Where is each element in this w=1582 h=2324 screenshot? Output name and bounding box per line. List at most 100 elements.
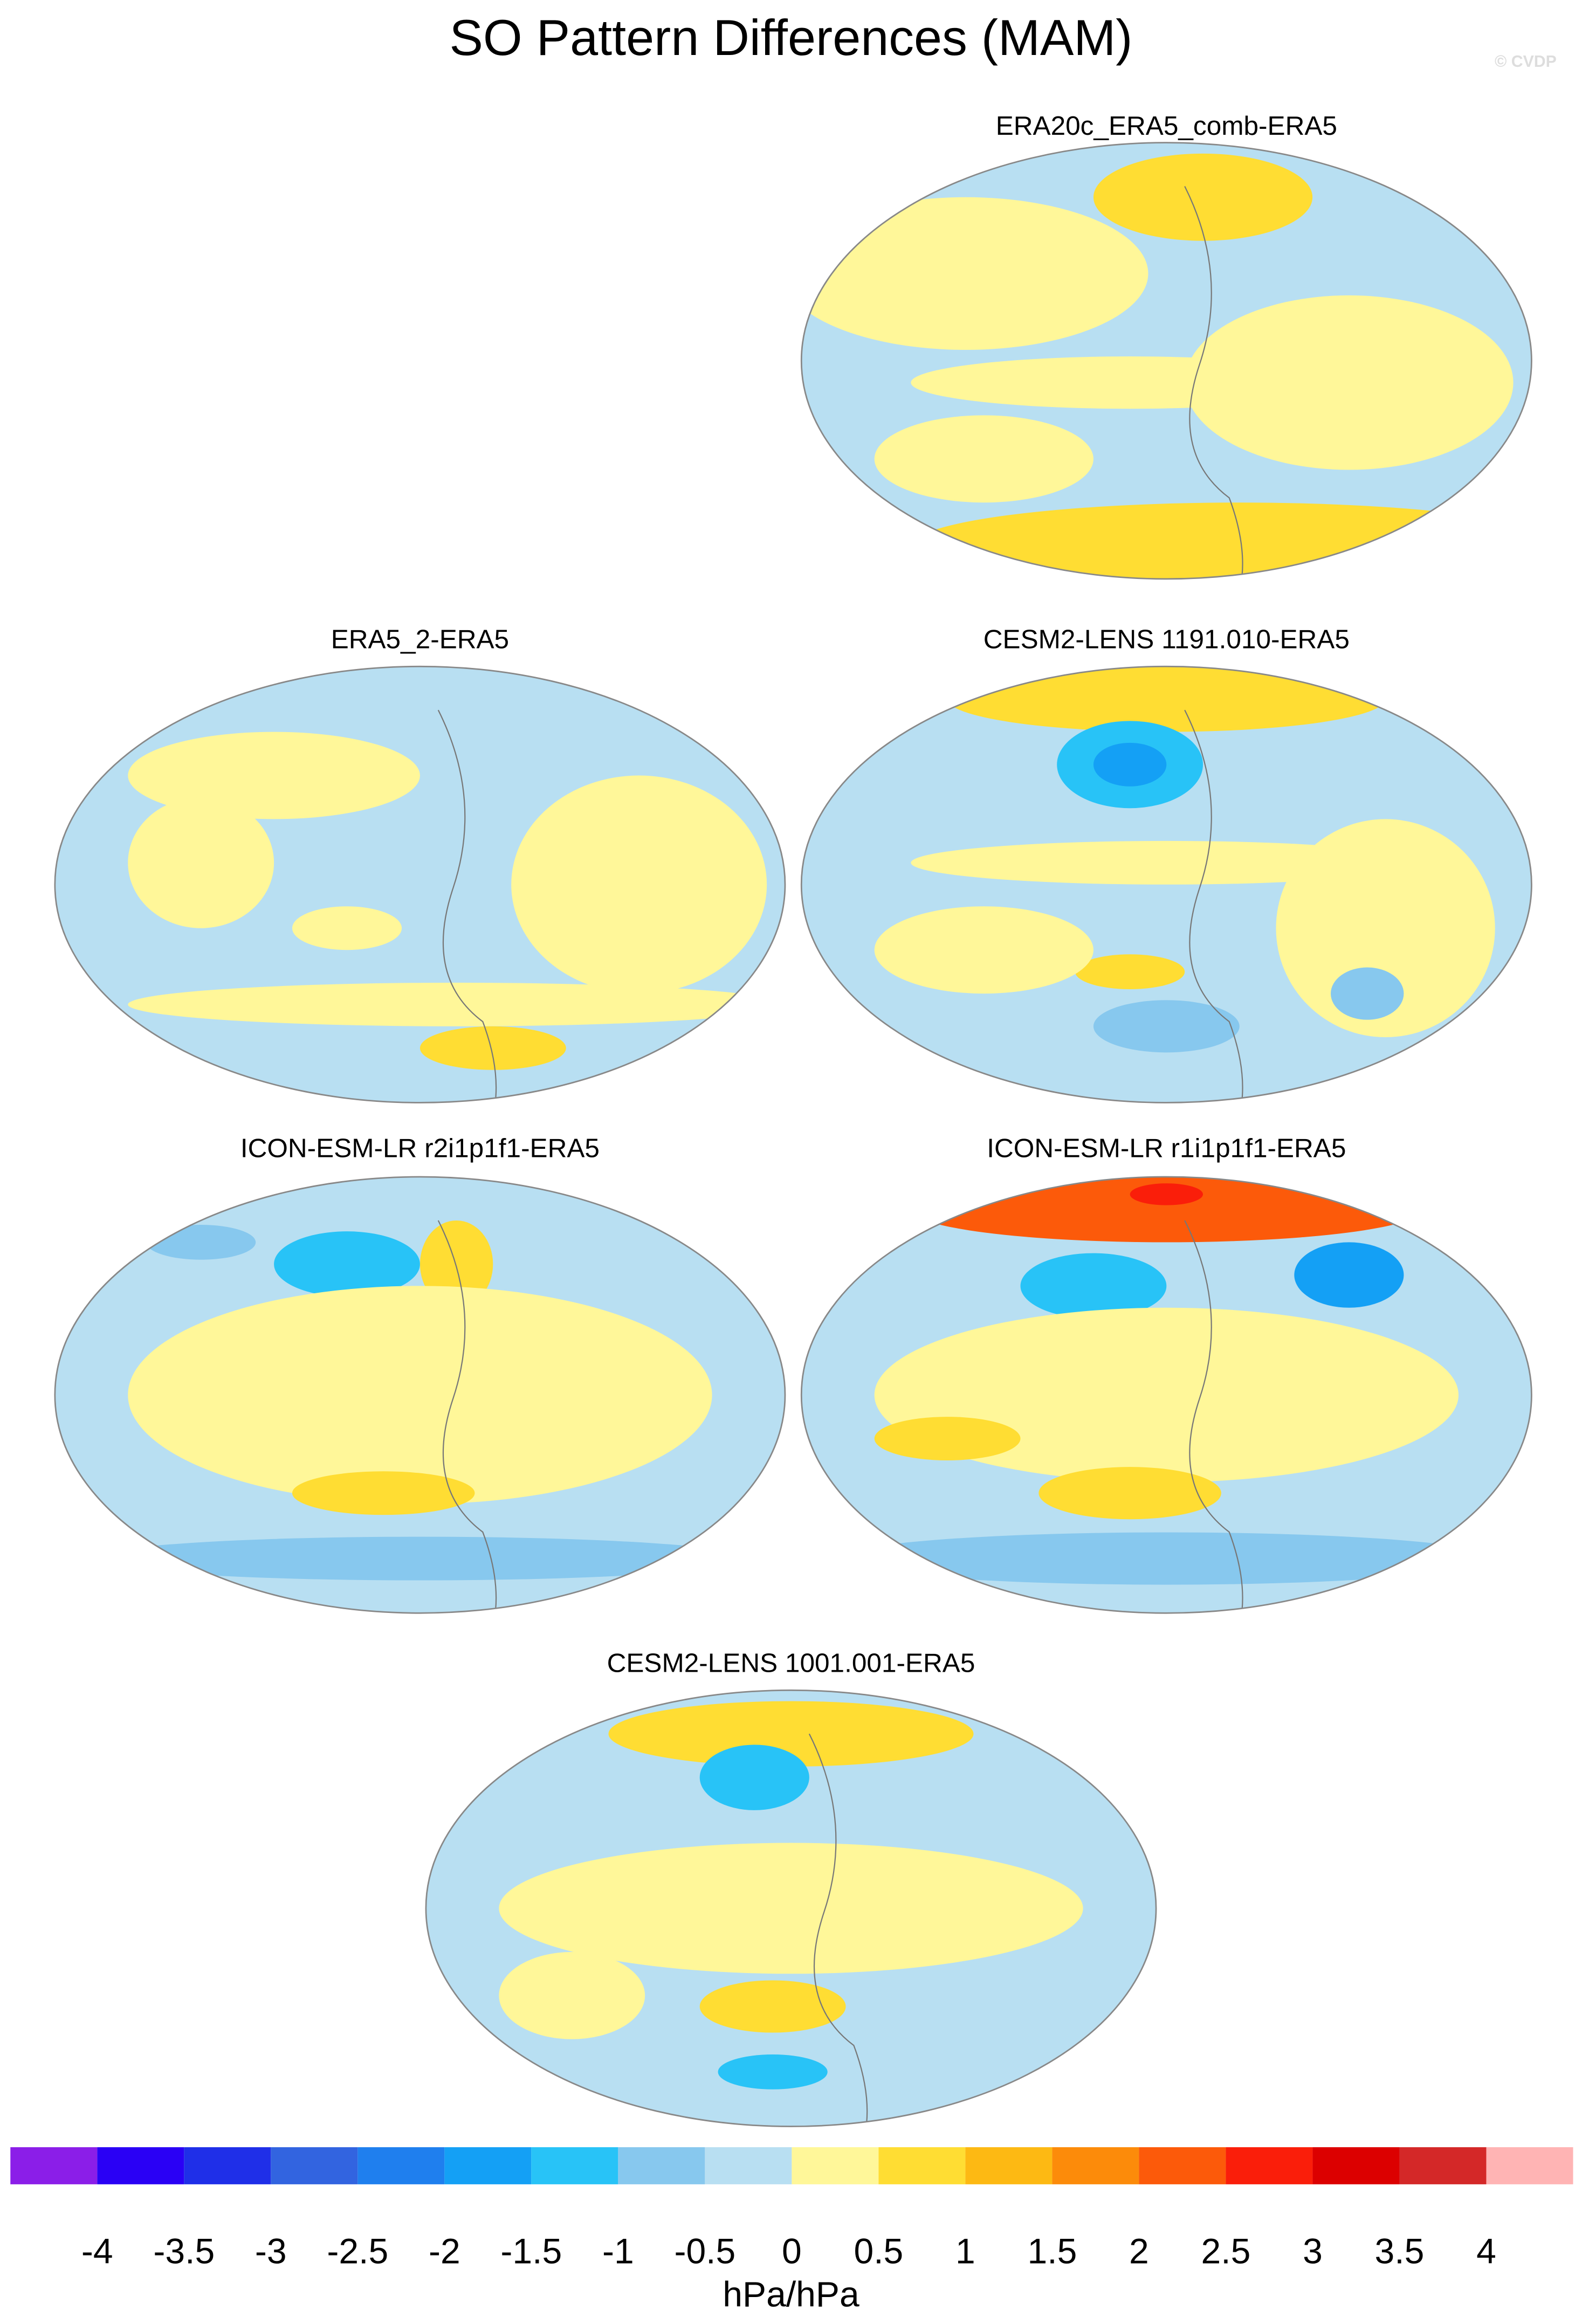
colorbar-box <box>792 2147 879 2184</box>
colorbar-box <box>1052 2147 1139 2184</box>
map-blob <box>1038 1467 1221 1520</box>
map <box>54 665 786 1104</box>
map-border <box>54 665 786 1104</box>
map-border <box>800 1176 1532 1614</box>
colorbar-tick-label: -2 <box>429 2231 460 2271</box>
colorbar-box <box>1139 2147 1226 2184</box>
coastline <box>1184 709 1243 1103</box>
map-blob <box>947 666 1386 732</box>
map-field <box>54 666 785 1103</box>
map-blob <box>1294 1242 1404 1308</box>
colorbar-tick-label: -0.5 <box>674 2231 735 2271</box>
colorbar-tick-label: 3.5 <box>1375 2231 1425 2271</box>
colorbar-box <box>1486 2147 1573 2184</box>
colorbar-box <box>1226 2147 1313 2184</box>
figure-title: SO Pattern Differences (MAM) <box>450 9 1133 66</box>
colorbar-box <box>1312 2147 1400 2184</box>
colorbar-box <box>705 2147 792 2184</box>
colorbar-box <box>184 2147 271 2184</box>
panel-title: CESM2-LENS 1191.010-ERA5 <box>983 625 1350 654</box>
map-border <box>425 1689 1157 2127</box>
colorbar-tick-label: -4 <box>81 2231 113 2271</box>
colorbar-tick-label: -3.5 <box>153 2231 215 2271</box>
map-blob <box>1276 819 1495 1038</box>
colorbar-box <box>531 2147 618 2184</box>
colorbar-tick-label: 2.5 <box>1201 2231 1251 2271</box>
colorbar-tick-label: 0.5 <box>854 2231 903 2271</box>
colorbar-box <box>271 2147 358 2184</box>
map-blob <box>911 356 1349 409</box>
coastline <box>1184 1220 1243 1613</box>
coastline <box>437 709 497 1103</box>
map-blob <box>699 1980 846 2033</box>
map-blob <box>292 906 402 950</box>
map-border <box>800 665 1532 1104</box>
map-blob <box>419 1026 566 1070</box>
map-blob <box>292 1471 475 1515</box>
coastline <box>1184 186 1243 579</box>
colorbar-box <box>444 2147 532 2184</box>
map-blob <box>837 1532 1495 1585</box>
map-field <box>54 1177 785 1613</box>
colorbar-tick-label: 3 <box>1303 2231 1323 2271</box>
map-blob <box>146 1225 256 1260</box>
colorbar-tick-label: -2.5 <box>327 2231 388 2271</box>
map-blob <box>128 797 274 928</box>
colorbar-tick-label: 1 <box>955 2231 975 2271</box>
map-blob <box>419 1220 493 1308</box>
map-blob <box>499 1843 1083 1974</box>
colorbar-tick-label: 0 <box>782 2231 802 2271</box>
map-blob <box>699 1744 809 1810</box>
colorbar-box <box>10 2147 98 2184</box>
map-blob <box>128 982 785 1026</box>
map-field <box>425 1690 1157 2127</box>
colorbar-box <box>1399 2147 1487 2184</box>
panel-title: ICON-ESM-LR r1i1p1f1-ERA5 <box>987 1134 1346 1163</box>
colorbar-tick-label: -1 <box>602 2231 634 2271</box>
map-field <box>801 666 1532 1103</box>
map-blob <box>608 1701 974 1767</box>
map-blob <box>91 1536 749 1581</box>
coastline <box>808 1733 868 2127</box>
colorbar-box <box>357 2147 445 2184</box>
map-blob <box>911 502 1532 579</box>
map-blob <box>911 1177 1422 1243</box>
colorbar-box <box>97 2147 184 2184</box>
map-blob <box>1020 1253 1167 1319</box>
panel-title: ERA20c_ERA5_comb-ERA5 <box>996 111 1337 141</box>
map-blob <box>128 1286 712 1504</box>
map-blob <box>1130 1183 1203 1205</box>
panel-title: ICON-ESM-LR r2i1p1f1-ERA5 <box>240 1134 600 1163</box>
map-border <box>800 142 1532 580</box>
colorbar-tick-label: -1.5 <box>500 2231 562 2271</box>
map-blob <box>801 197 1148 350</box>
watermark: © CVDP <box>1495 53 1557 71</box>
map-blob <box>874 1307 1459 1482</box>
panel-title: ERA5_2-ERA5 <box>331 625 509 654</box>
map-blob <box>1093 1000 1240 1053</box>
map <box>800 1176 1532 1614</box>
map-blob <box>511 775 767 994</box>
map <box>800 142 1532 580</box>
colorbar-tick-label: 2 <box>1129 2231 1149 2271</box>
map-blob <box>874 415 1093 503</box>
map-blob <box>1331 967 1404 1020</box>
colorbar-label: hPa/hPa <box>723 2274 859 2314</box>
colorbar-tick-label: 4 <box>1476 2231 1496 2271</box>
map <box>425 1689 1157 2127</box>
colorbar-box <box>965 2147 1053 2184</box>
map-border <box>54 1176 786 1614</box>
panel-title: CESM2-LENS 1001.001-ERA5 <box>607 1649 975 1678</box>
map-blob <box>499 1951 645 2039</box>
map-blob <box>1093 153 1313 241</box>
coastline <box>437 1220 497 1613</box>
map-blob <box>1075 954 1185 990</box>
map <box>54 1176 786 1614</box>
map-blob <box>718 2054 828 2089</box>
map <box>800 665 1532 1104</box>
map-blob <box>1093 742 1167 787</box>
colorbar-tick-label: -3 <box>255 2231 287 2271</box>
map-field <box>801 1177 1532 1613</box>
colorbar-box <box>618 2147 705 2184</box>
